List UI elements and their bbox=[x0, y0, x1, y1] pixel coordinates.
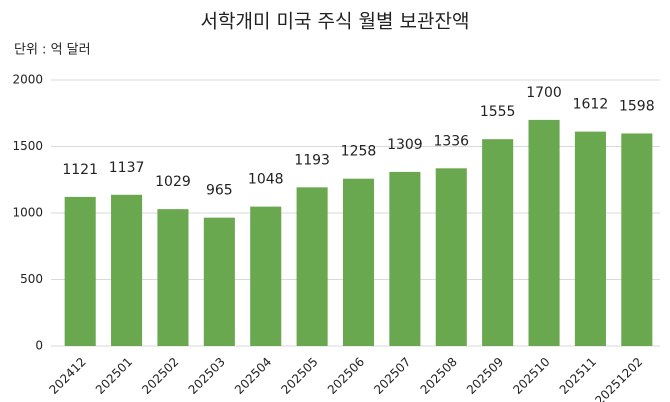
bar bbox=[574, 131, 606, 346]
data-label: 965 bbox=[206, 183, 233, 199]
chart-subtitle: 단위 : 억 달러 bbox=[14, 43, 91, 58]
data-label: 1258 bbox=[341, 144, 377, 160]
bar bbox=[435, 168, 467, 346]
bar bbox=[250, 206, 282, 346]
y-tick-label: 1000 bbox=[12, 206, 43, 220]
data-label: 1048 bbox=[248, 172, 284, 188]
data-label: 1336 bbox=[433, 133, 469, 149]
data-label: 1700 bbox=[526, 85, 562, 101]
chart-title: 서학개미 미국 주식 월별 보관잔액 bbox=[201, 11, 470, 33]
data-label: 1121 bbox=[62, 162, 98, 178]
data-label: 1029 bbox=[155, 174, 191, 190]
bar bbox=[111, 194, 143, 346]
bar bbox=[203, 217, 235, 346]
bar bbox=[528, 119, 560, 347]
bar bbox=[342, 178, 375, 346]
y-tick-label: 1500 bbox=[12, 139, 43, 153]
data-label: 1193 bbox=[294, 152, 330, 168]
data-label: 1309 bbox=[387, 137, 423, 153]
bar bbox=[157, 209, 189, 346]
data-label: 1137 bbox=[109, 160, 145, 176]
data-label: 1555 bbox=[480, 104, 516, 120]
bar bbox=[64, 196, 96, 346]
y-tick-label: 500 bbox=[20, 272, 43, 286]
bar bbox=[296, 187, 328, 346]
bar bbox=[621, 133, 653, 346]
y-tick-label: 2000 bbox=[12, 73, 43, 87]
y-tick-label: 0 bbox=[35, 339, 43, 353]
bar bbox=[389, 171, 421, 346]
bar bbox=[482, 139, 514, 346]
data-label: 1598 bbox=[619, 98, 655, 114]
data-label: 1612 bbox=[573, 97, 609, 113]
